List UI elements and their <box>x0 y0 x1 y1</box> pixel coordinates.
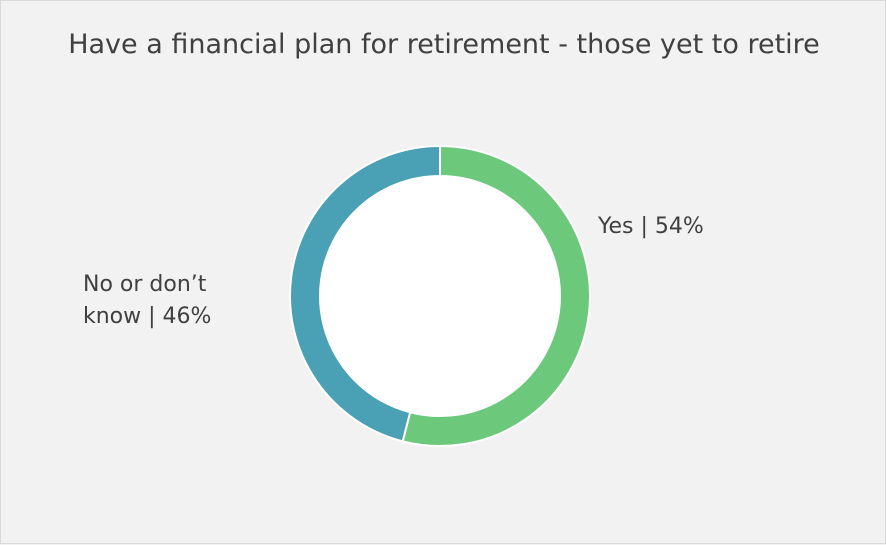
data-label-no: No or don’t know | 46% <box>83 269 211 333</box>
data-label-no-line2: know | 46% <box>83 304 212 329</box>
donut-slice-yes <box>401 144 591 447</box>
data-label-no-line1: No or don’t <box>83 272 207 297</box>
data-label-yes: Yes | 54% <box>598 211 704 243</box>
donut-hole <box>321 177 559 415</box>
chart-title: Have a financial plan for retirement - t… <box>68 29 820 60</box>
data-label-yes-text: Yes | 54% <box>598 214 704 239</box>
donut-slice-no <box>289 144 441 443</box>
